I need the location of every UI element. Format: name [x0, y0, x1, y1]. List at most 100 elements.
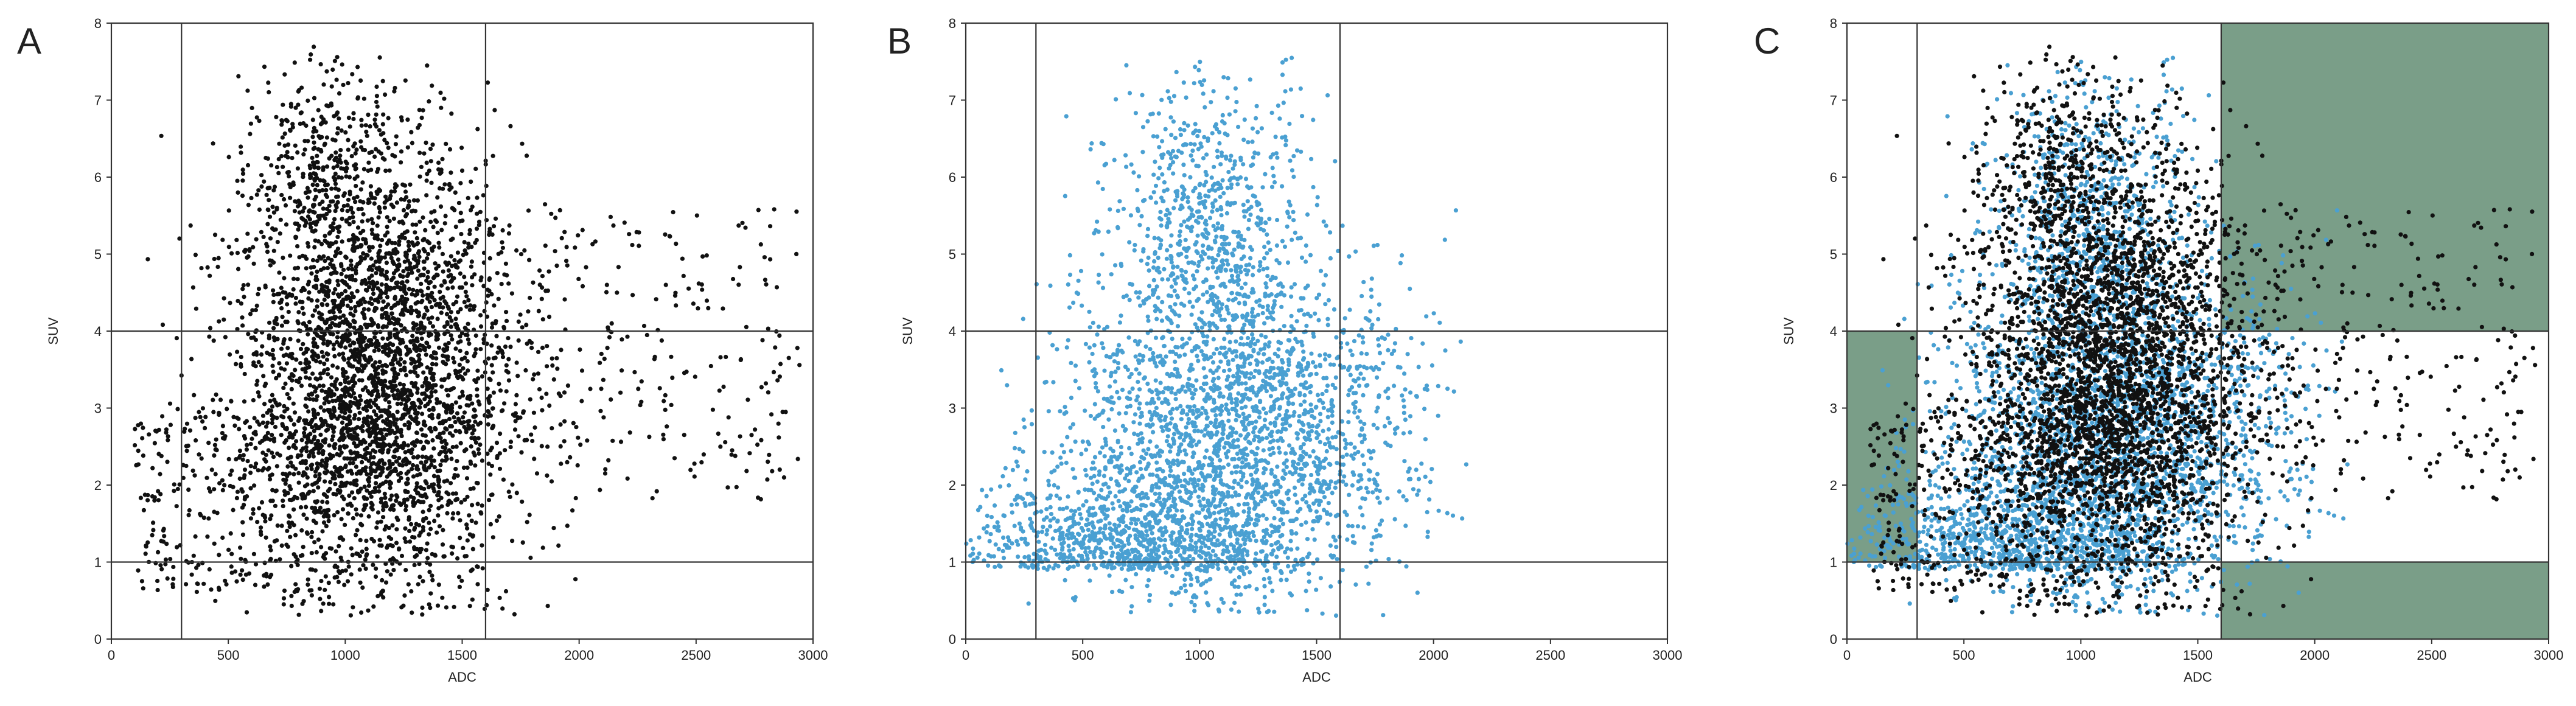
data-point — [408, 494, 413, 499]
data-point — [528, 295, 532, 301]
data-point — [351, 605, 355, 610]
data-point — [324, 320, 329, 325]
data-point — [265, 410, 270, 415]
data-point — [335, 126, 340, 131]
data-point — [504, 310, 509, 315]
data-point — [467, 228, 472, 232]
data-point — [208, 273, 212, 278]
data-point — [490, 153, 495, 158]
data-point — [193, 253, 198, 257]
data-point — [379, 590, 384, 595]
data-point — [476, 447, 481, 452]
data-point — [1411, 487, 1416, 492]
data-point — [371, 562, 375, 567]
data-point — [397, 352, 403, 357]
data-point — [467, 307, 472, 312]
data-point — [387, 168, 392, 173]
data-point — [383, 495, 388, 500]
data-point — [378, 472, 383, 477]
data-point — [1369, 456, 1374, 461]
data-point — [152, 495, 157, 500]
data-point — [417, 150, 422, 155]
data-point — [536, 371, 541, 376]
data-point — [304, 396, 309, 401]
data-point — [419, 427, 424, 432]
data-point — [609, 397, 613, 402]
data-point — [141, 425, 145, 430]
data-point — [339, 341, 344, 346]
data-point — [362, 256, 368, 261]
data-point — [195, 581, 200, 586]
data-point — [368, 491, 372, 495]
data-point — [453, 467, 458, 472]
data-point — [341, 351, 346, 356]
data-point — [780, 410, 785, 414]
data-point — [418, 439, 423, 444]
data-point — [343, 568, 348, 573]
data-point — [777, 467, 782, 472]
data-point — [239, 150, 243, 155]
data-point — [259, 363, 264, 368]
data-point — [145, 498, 150, 503]
data-point — [323, 470, 327, 475]
data-point — [1460, 516, 1465, 521]
data-point — [1352, 338, 1357, 344]
data-point — [166, 434, 170, 439]
data-point — [578, 347, 582, 352]
data-point — [469, 245, 474, 250]
data-point — [369, 273, 374, 278]
data-point — [310, 135, 315, 139]
data-point — [369, 296, 374, 301]
data-point — [1169, 233, 1174, 238]
data-point — [295, 277, 300, 282]
data-point — [324, 357, 330, 362]
data-point — [464, 403, 469, 408]
data-point — [413, 384, 417, 389]
data-point — [1254, 452, 1259, 456]
data-point — [412, 547, 417, 551]
data-point — [773, 345, 778, 350]
data-point — [527, 257, 532, 262]
data-point — [473, 347, 478, 352]
data-point — [430, 248, 435, 253]
data-point — [1400, 393, 1405, 398]
data-point — [384, 324, 389, 329]
data-point — [280, 315, 285, 320]
data-point — [414, 411, 420, 416]
data-point — [377, 210, 383, 215]
data-point — [427, 99, 431, 104]
data-point — [220, 431, 225, 436]
data-point — [485, 451, 490, 456]
data-point — [338, 396, 344, 401]
data-point — [257, 394, 262, 399]
data-point — [304, 375, 309, 380]
data-point — [380, 122, 385, 127]
data-point — [486, 422, 490, 427]
data-point — [674, 303, 679, 308]
data-point — [239, 362, 243, 367]
data-point — [1375, 375, 1380, 380]
data-point — [736, 223, 741, 228]
data-point — [470, 533, 476, 538]
data-point — [175, 407, 180, 411]
data-point — [269, 572, 274, 578]
data-point — [394, 498, 399, 503]
data-point — [988, 532, 993, 537]
data-point — [288, 455, 293, 460]
data-point — [1429, 363, 1434, 368]
data-point — [315, 411, 321, 416]
data-point — [394, 540, 399, 545]
data-point — [324, 164, 330, 169]
data-point — [448, 424, 453, 429]
data-point — [717, 388, 722, 393]
data-point — [284, 491, 288, 496]
data-point — [766, 326, 770, 331]
data-point — [721, 306, 725, 311]
data-point — [313, 187, 318, 192]
data-point — [400, 446, 405, 450]
data-point — [190, 468, 195, 474]
data-point — [271, 260, 276, 265]
data-point — [681, 273, 686, 278]
data-point — [346, 511, 351, 516]
data-point — [205, 265, 210, 270]
